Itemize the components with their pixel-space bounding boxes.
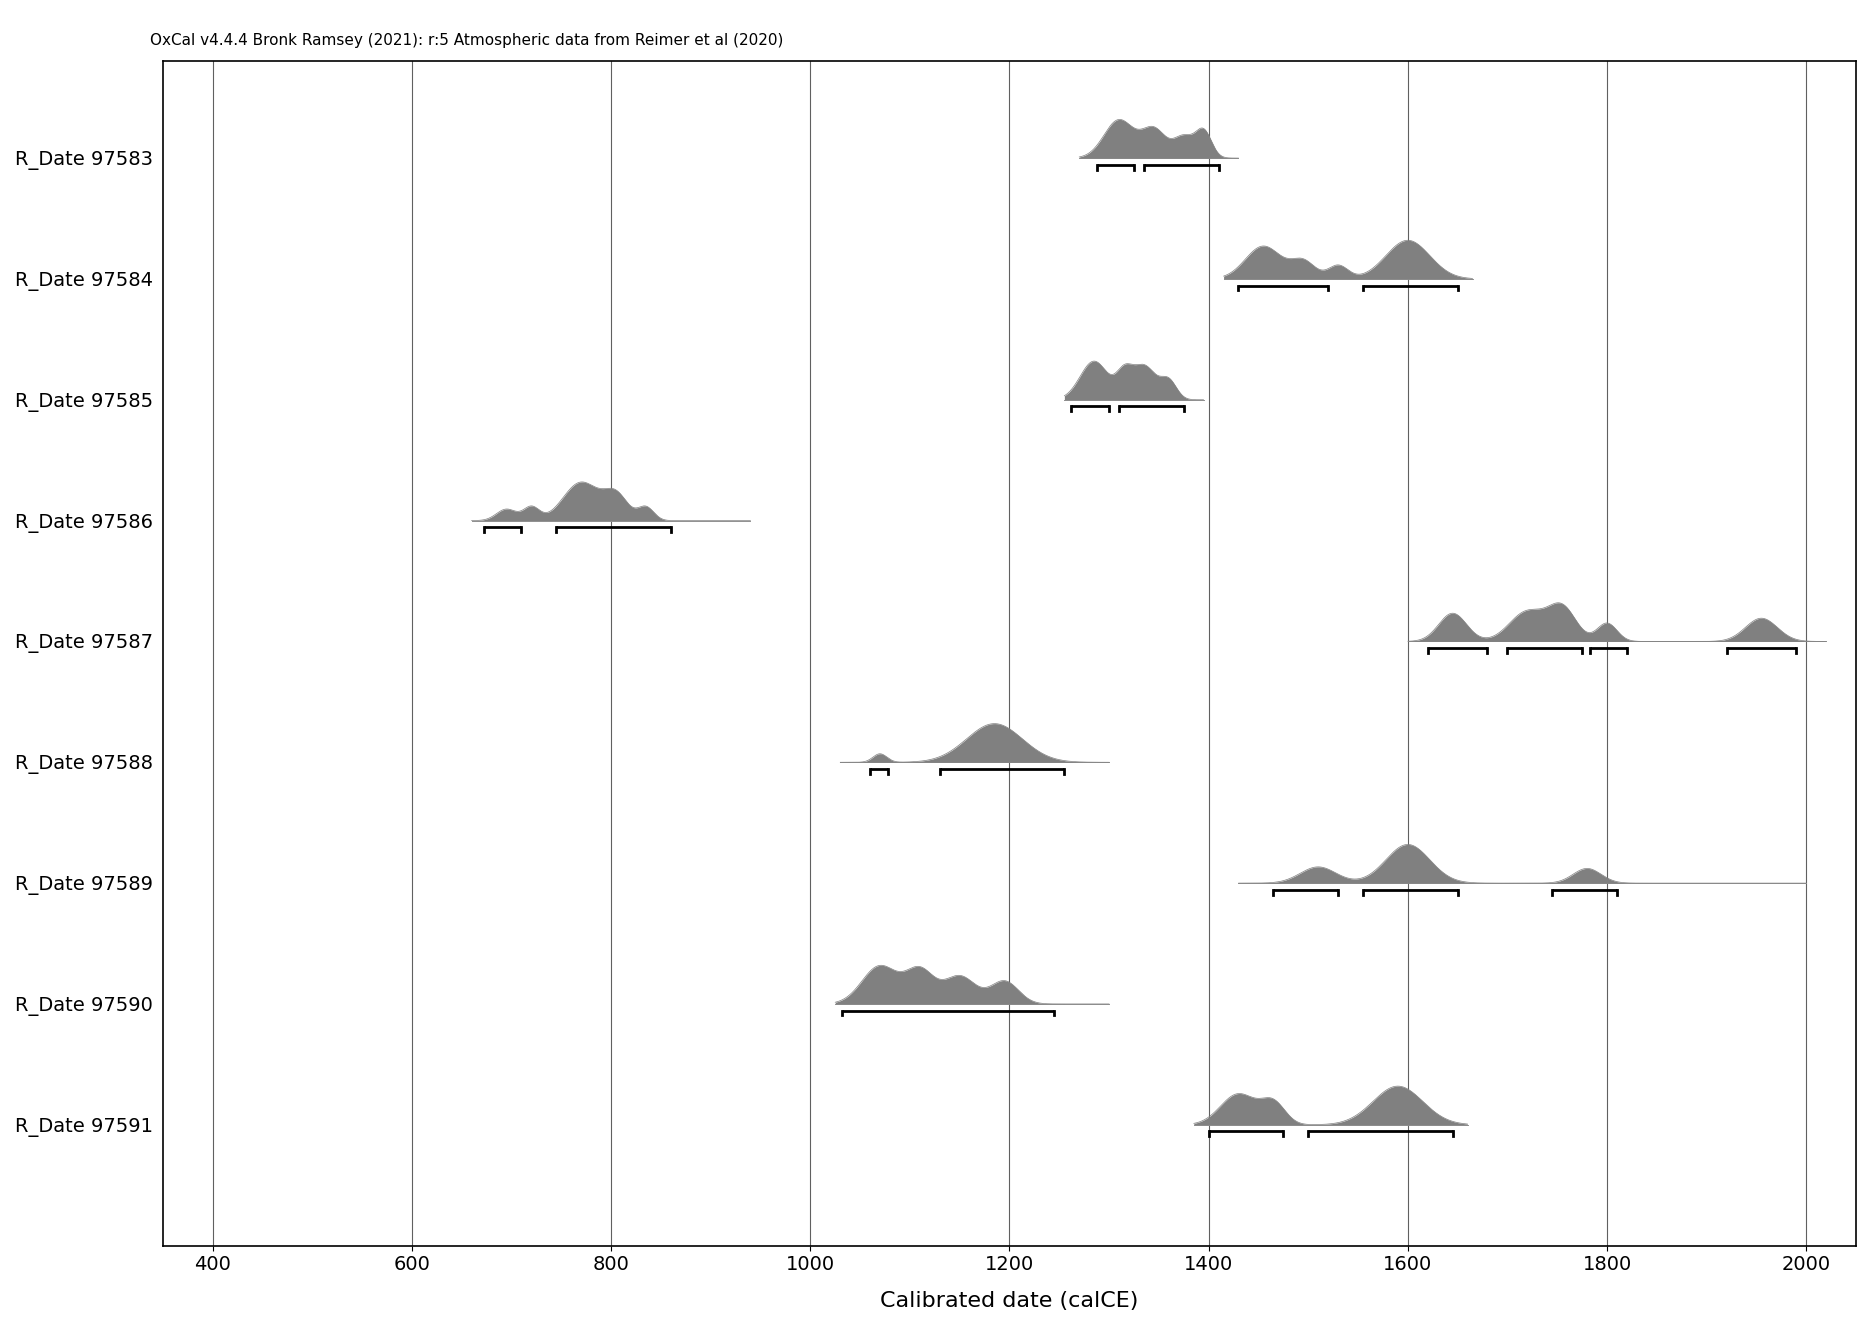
Text: OxCal v4.4.4 Bronk Ramsey (2021): r:5 Atmospheric data from Reimer et al (2020): OxCal v4.4.4 Bronk Ramsey (2021): r:5 At… <box>150 33 784 48</box>
X-axis label: Calibrated date (calCE): Calibrated date (calCE) <box>879 1292 1139 1311</box>
